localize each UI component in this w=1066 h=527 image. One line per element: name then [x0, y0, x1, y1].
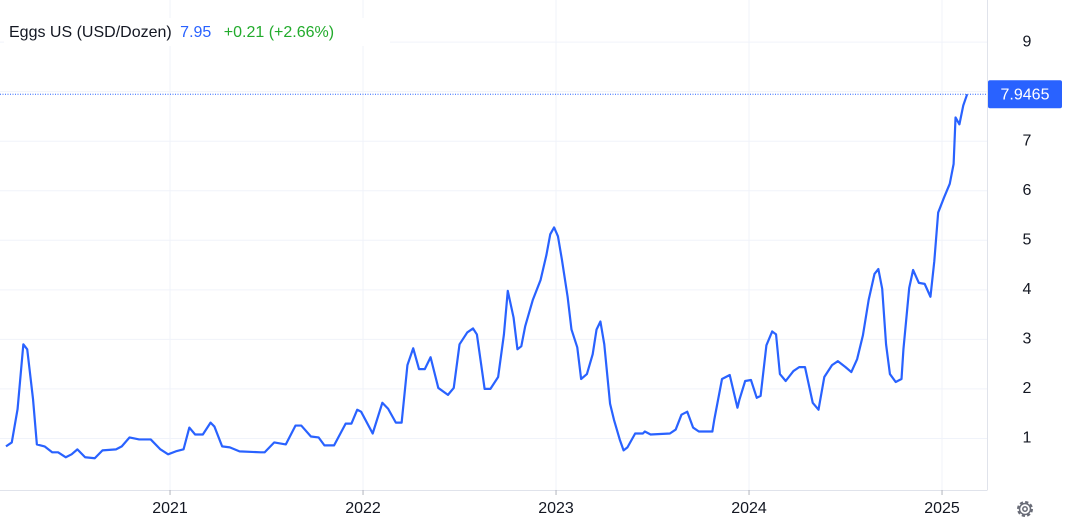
- y-tick-label: 2: [1023, 380, 1032, 397]
- gear-ring: [1018, 502, 1032, 516]
- x-tick-label: 2023: [538, 500, 574, 517]
- x-tick-label: 2022: [345, 500, 381, 517]
- title-background: [4, 18, 390, 46]
- title: Eggs US (USD/Dozen): [9, 24, 172, 41]
- last-price-label: 7.9465: [1001, 87, 1050, 104]
- x-tick-label: 2021: [152, 500, 188, 517]
- price-line: [5, 93, 969, 460]
- y-tick-label: 6: [1023, 182, 1032, 199]
- y-tick-label: 7: [1023, 132, 1032, 149]
- grid: [0, 0, 987, 490]
- y-tick-label: 9: [1023, 33, 1032, 50]
- y-tick-label: 5: [1023, 232, 1032, 249]
- settings-icon[interactable]: [1017, 501, 1033, 517]
- gear-hole: [1022, 506, 1028, 512]
- y-tick-label: 3: [1023, 331, 1032, 348]
- plot: [0, 93, 987, 460]
- change: +0.21 (+2.66%): [224, 24, 334, 41]
- x-tick-label: 2024: [731, 500, 767, 517]
- y-tick-label: 1: [1023, 430, 1032, 447]
- gear-teeth: [1017, 501, 1033, 517]
- legend-title: Eggs US (USD/Dozen) 7.95 +0.21 (+2.66%): [9, 24, 334, 41]
- last-price: 7.95: [180, 24, 211, 41]
- last-price-tag: [988, 80, 1062, 109]
- y-tick-label: 4: [1023, 281, 1032, 298]
- x-tick-label: 2025: [924, 500, 960, 517]
